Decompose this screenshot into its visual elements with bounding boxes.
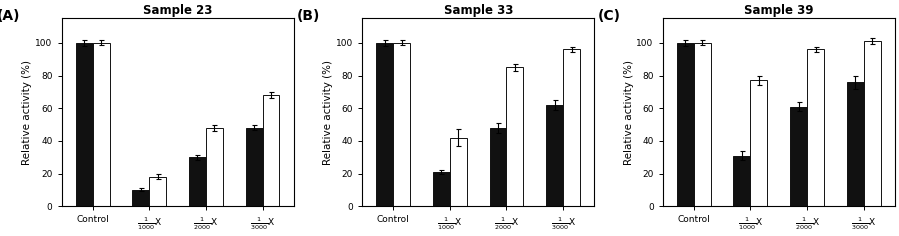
Bar bbox=[847, 82, 864, 206]
Text: (A): (A) bbox=[0, 9, 20, 23]
Y-axis label: Relative activity (%): Relative activity (%) bbox=[22, 60, 32, 165]
Bar bbox=[93, 43, 110, 206]
Bar bbox=[263, 95, 280, 206]
Bar bbox=[433, 172, 450, 206]
Bar bbox=[450, 138, 467, 206]
Bar bbox=[76, 43, 93, 206]
Bar bbox=[546, 105, 563, 206]
Bar bbox=[506, 67, 523, 206]
Text: (B): (B) bbox=[298, 9, 321, 23]
Bar bbox=[490, 128, 506, 206]
Bar bbox=[377, 43, 393, 206]
Bar bbox=[149, 177, 166, 206]
Bar bbox=[189, 157, 206, 206]
Title: Sample 33: Sample 33 bbox=[443, 4, 512, 17]
Bar bbox=[751, 80, 768, 206]
Y-axis label: Relative activity (%): Relative activity (%) bbox=[624, 60, 634, 165]
Title: Sample 23: Sample 23 bbox=[143, 4, 212, 17]
Text: (C): (C) bbox=[598, 9, 620, 23]
Bar bbox=[694, 43, 711, 206]
Bar bbox=[206, 128, 223, 206]
Bar bbox=[807, 49, 824, 206]
Bar bbox=[677, 43, 694, 206]
Bar bbox=[393, 43, 410, 206]
Bar bbox=[563, 49, 580, 206]
Bar bbox=[734, 156, 751, 206]
Bar bbox=[132, 190, 149, 206]
Y-axis label: Relative activity (%): Relative activity (%) bbox=[323, 60, 334, 165]
Bar bbox=[790, 106, 807, 206]
Title: Sample 39: Sample 39 bbox=[744, 4, 814, 17]
Bar bbox=[864, 41, 881, 206]
Bar bbox=[245, 128, 263, 206]
